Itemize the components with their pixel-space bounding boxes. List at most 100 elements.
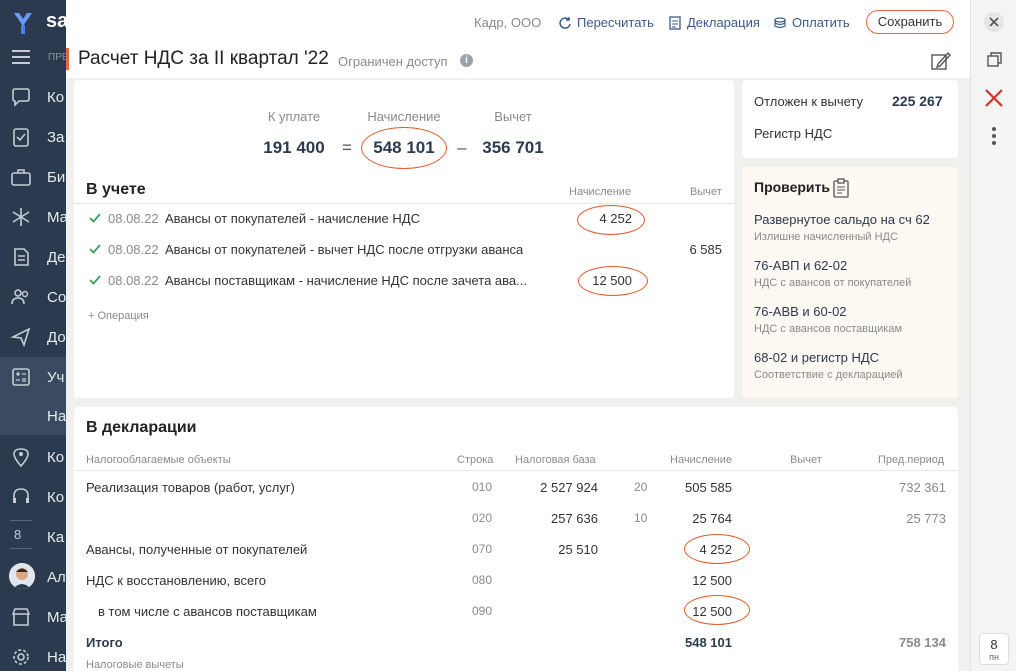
pay-button[interactable]: Оплатить <box>773 15 850 30</box>
gear-icon <box>13 649 29 665</box>
sidebar-divider <box>10 520 32 521</box>
title-accent-marker <box>66 48 69 70</box>
close-icon[interactable] <box>983 11 1005 33</box>
declaration-button[interactable]: Декларация <box>668 15 760 30</box>
check-item[interactable]: 68-02 и регистр НДС Соответствие с декла… <box>754 350 903 381</box>
col-accrual-head: Начисление <box>569 186 632 198</box>
equals-sign: = <box>342 138 352 157</box>
annotation-circle <box>684 595 750 625</box>
sidebar-item-10[interactable]: Ко <box>0 437 66 477</box>
check-item[interactable]: 76-АВП и 62-02 НДС с авансов от покупате… <box>754 258 912 289</box>
pay-value: 191 400 <box>263 138 325 157</box>
access-status: Ограничен доступ <box>338 54 448 69</box>
right-panel: 8 пн <box>970 0 1016 671</box>
declaration-label: Декларация <box>687 15 760 30</box>
check-item[interactable]: 76-АВВ и 60-02 НДС с авансов поставщикам <box>754 304 903 335</box>
logo-icon[interactable] <box>8 8 38 38</box>
document-icon <box>14 248 29 266</box>
refresh-icon <box>559 16 571 29</box>
add-operation-button[interactable]: + Операция <box>88 310 149 322</box>
clipboard-icon[interactable] <box>832 178 850 198</box>
annotation-circle <box>578 266 648 296</box>
save-button[interactable]: Сохранить <box>866 10 954 34</box>
sidebar-divider <box>10 548 32 549</box>
col-accrual-head: Начисление <box>670 454 733 466</box>
delete-icon[interactable] <box>983 87 1005 109</box>
col-deduction-head: Вычет <box>790 454 822 466</box>
table-row[interactable]: 020 257 636 10 25 764 25 773 <box>472 511 946 526</box>
location-icon <box>13 448 29 468</box>
sidebar-item-15[interactable]: На <box>0 637 66 671</box>
sidebar-item-4[interactable]: Ма <box>0 197 66 237</box>
pay-label: К уплате <box>267 109 321 124</box>
sidebar-counter: 8 <box>14 527 22 542</box>
menu-burger-icon[interactable] <box>12 50 30 64</box>
deferred-label: Отложен к вычету <box>754 94 864 109</box>
next-section-label: Налоговые вычеты <box>86 659 184 671</box>
declaration-icon <box>669 15 681 30</box>
top-toolbar: Кадр, ООО Пересчитать Декларация Оплатит… <box>66 0 970 44</box>
table-row[interactable]: в том числе с авансов поставщикам 090 12… <box>98 604 732 619</box>
vat-register-link[interactable]: Регистр НДС <box>754 126 833 141</box>
organization-name[interactable]: Кадр, ООО <box>474 15 542 30</box>
sidebar-item-13[interactable]: Ал <box>47 569 66 586</box>
sidebar-item-3[interactable]: Би <box>0 157 66 197</box>
calculator-icon <box>12 368 30 386</box>
sidebar-subitem-active[interactable]: На <box>0 397 66 435</box>
recalc-button[interactable]: Пересчитать <box>558 15 654 30</box>
annotation-circle <box>577 205 645 235</box>
snowflake-icon <box>12 208 30 226</box>
sidebar-item-14[interactable]: Ма <box>0 597 66 637</box>
divider <box>74 203 734 204</box>
sidebar-item-6[interactable]: Со <box>0 277 66 317</box>
check-title: Проверить <box>754 179 830 195</box>
copy-icon[interactable] <box>983 49 1005 71</box>
title-row: Расчет НДС за II квартал '22 Ограничен д… <box>66 44 970 78</box>
sidebar-item-7[interactable]: До <box>0 317 66 357</box>
sidebar-item-2[interactable]: За <box>0 117 66 157</box>
col-prev-head: Пред.период <box>878 454 945 466</box>
accounting-title: В учете <box>86 181 146 198</box>
check-card: Проверить Развернутое сальдо на сч 62 Из… <box>742 167 958 398</box>
chat-icon <box>12 88 30 107</box>
col-base-head: Налоговая база <box>515 454 596 466</box>
pay-label: Оплатить <box>792 15 850 30</box>
declaration-title: В декларации <box>86 419 197 436</box>
table-row[interactable]: НДС к восстановлению, всего 080 12 500 <box>86 573 732 588</box>
annotation-circle <box>361 127 447 169</box>
table-row[interactable]: Реализация товаров (работ, услуг) 010 2 … <box>86 480 946 495</box>
coins-icon <box>774 16 786 28</box>
accounting-row[interactable]: 08.08.22 Авансы от покупателей - вычет Н… <box>88 239 728 265</box>
edit-document-icon[interactable] <box>930 50 952 72</box>
deduction-label: Вычет <box>494 109 532 124</box>
table-row[interactable]: Авансы, полученные от покупателей 070 25… <box>86 542 732 557</box>
sidebar-item-8[interactable]: Уч <box>0 357 66 397</box>
declaration-card: В декларации Налогооблагаемые объекты Ст… <box>74 407 958 671</box>
store-icon <box>11 608 31 626</box>
avatar[interactable] <box>9 563 35 589</box>
sidebar-item-5[interactable]: Де <box>0 237 66 277</box>
info-icon[interactable]: i <box>460 54 473 67</box>
recalc-label: Пересчитать <box>577 15 654 30</box>
deduction-value[interactable]: 356 701 <box>482 138 544 157</box>
sidebar-sub-label: ПРЕ <box>48 52 66 63</box>
more-vertical-icon[interactable] <box>983 125 1005 147</box>
briefcase-icon <box>11 169 31 186</box>
check-item[interactable]: Развернутое сальдо на сч 62 Излишне начи… <box>754 212 930 243</box>
table-total-row: Итого 548 101 758 134 <box>86 635 946 650</box>
minus-sign: – <box>457 138 467 157</box>
sidebar-item-1[interactable]: Ко <box>0 77 66 117</box>
col-objects-head: Налогооблагаемые объекты <box>86 454 231 466</box>
check-icon <box>89 275 101 285</box>
accounting-row[interactable]: 08.08.22 Авансы поставщикам - начисление… <box>88 270 728 296</box>
sidebar-item-11[interactable]: Ко <box>0 477 66 517</box>
calendar-day-button[interactable]: 8 пн <box>979 633 1009 665</box>
deferred-value[interactable]: 225 267 <box>892 93 943 109</box>
col-line-head: Строка <box>457 454 494 466</box>
divider <box>74 470 958 471</box>
accrual-label: Начисление <box>367 109 441 124</box>
send-icon <box>10 327 31 348</box>
check-icon <box>89 244 101 254</box>
page-title: Расчет НДС за II квартал '22 <box>78 48 329 69</box>
sidebar-item-12[interactable]: Ка <box>47 529 65 546</box>
